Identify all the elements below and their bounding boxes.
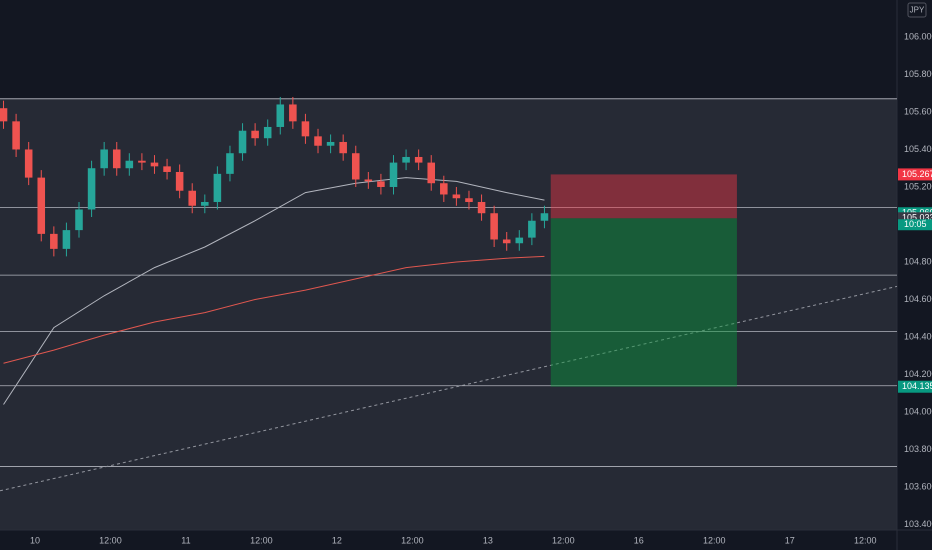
x-tick-label: 12:00 [401, 535, 424, 545]
price-label-bg [898, 168, 932, 181]
y-tick-label: 105.400 [904, 144, 932, 154]
x-tick-label: 12:00 [854, 535, 877, 545]
zone [0, 98, 897, 530]
candle-body [175, 171, 184, 191]
stop-zone [550, 174, 737, 219]
x-tick-label: 10 [30, 535, 40, 545]
x-tick-label: 17 [785, 535, 795, 545]
candle-body [540, 213, 549, 221]
y-tick-label: 103.400 [904, 519, 932, 529]
countdown: 10:05 [904, 219, 927, 229]
candle-body [414, 156, 423, 163]
y-tick-label: 103.600 [904, 481, 932, 491]
candle-body [528, 220, 536, 238]
candle-body [12, 121, 20, 150]
moving-average [3, 255, 545, 364]
candle-body [226, 153, 234, 174]
candle-body [125, 160, 134, 169]
x-tick-label: 12:00 [552, 535, 575, 545]
candle-body [402, 156, 410, 163]
candle-body [24, 149, 33, 178]
candle-body [263, 126, 272, 139]
candle-body [37, 177, 46, 234]
candle-body [201, 201, 209, 206]
x-tick-label: 12:00 [703, 535, 726, 545]
candle-body [364, 179, 373, 182]
candle-body [427, 162, 436, 184]
candle-body [251, 130, 259, 139]
y-tick-label: 104.800 [904, 256, 932, 266]
candle-body [326, 141, 335, 146]
price-label: 105.033 [902, 213, 932, 223]
candle-body [490, 213, 498, 240]
candle-body [112, 149, 121, 169]
candle-body [276, 104, 285, 127]
candle-body [339, 141, 347, 154]
x-tick-label: 13 [483, 535, 493, 545]
candle-body [163, 166, 171, 172]
candle-body [502, 239, 511, 244]
candle-body [452, 194, 461, 199]
y-tick-label: 104.000 [904, 406, 932, 416]
y-tick-label: 103.800 [904, 444, 932, 454]
candle-body [301, 121, 310, 137]
candle-body [50, 233, 58, 249]
x-tick-label: 16 [634, 535, 644, 545]
candle-body [440, 183, 448, 195]
x-tick-label: 11 [181, 535, 190, 545]
candle-body [377, 181, 385, 187]
candle-body [150, 162, 159, 167]
currency: JPY [910, 6, 925, 15]
price-label: 104.135 [902, 381, 932, 391]
x-tick-label: 12:00 [99, 535, 122, 545]
y-tick-label: 105.200 [904, 181, 932, 191]
candle-body [188, 190, 196, 206]
y-tick-label: 104.400 [904, 331, 932, 341]
x-tick-label: 12 [332, 535, 342, 545]
candle-body [314, 136, 322, 146]
candle-body [515, 237, 524, 244]
candle-body [238, 130, 247, 154]
candle-body [389, 162, 398, 187]
candle-body [477, 201, 486, 214]
y-tick-label: 105.800 [904, 69, 932, 79]
candle-body [138, 160, 146, 163]
candle-body [213, 173, 222, 202]
candle-body [351, 153, 360, 180]
candle-body [289, 104, 297, 122]
candle-body [62, 230, 71, 249]
x-tick-label: 12:00 [250, 535, 273, 545]
price-label: 105.267 [902, 169, 932, 179]
candle-body [87, 168, 96, 210]
countdown-bg [898, 219, 932, 231]
target-zone [550, 218, 737, 387]
y-tick-label: 106.000 [904, 31, 932, 41]
y-tick-label: 104.600 [904, 294, 932, 304]
y-tick-label: 104.200 [904, 369, 932, 379]
price-label-bg [898, 380, 932, 393]
y-tick-label: 105.600 [904, 106, 932, 116]
candle-body [100, 149, 108, 169]
moving-average [3, 177, 545, 405]
candle-body [75, 209, 83, 231]
candle-body [465, 198, 473, 202]
candle-body [0, 108, 8, 122]
currency-box [907, 2, 927, 18]
